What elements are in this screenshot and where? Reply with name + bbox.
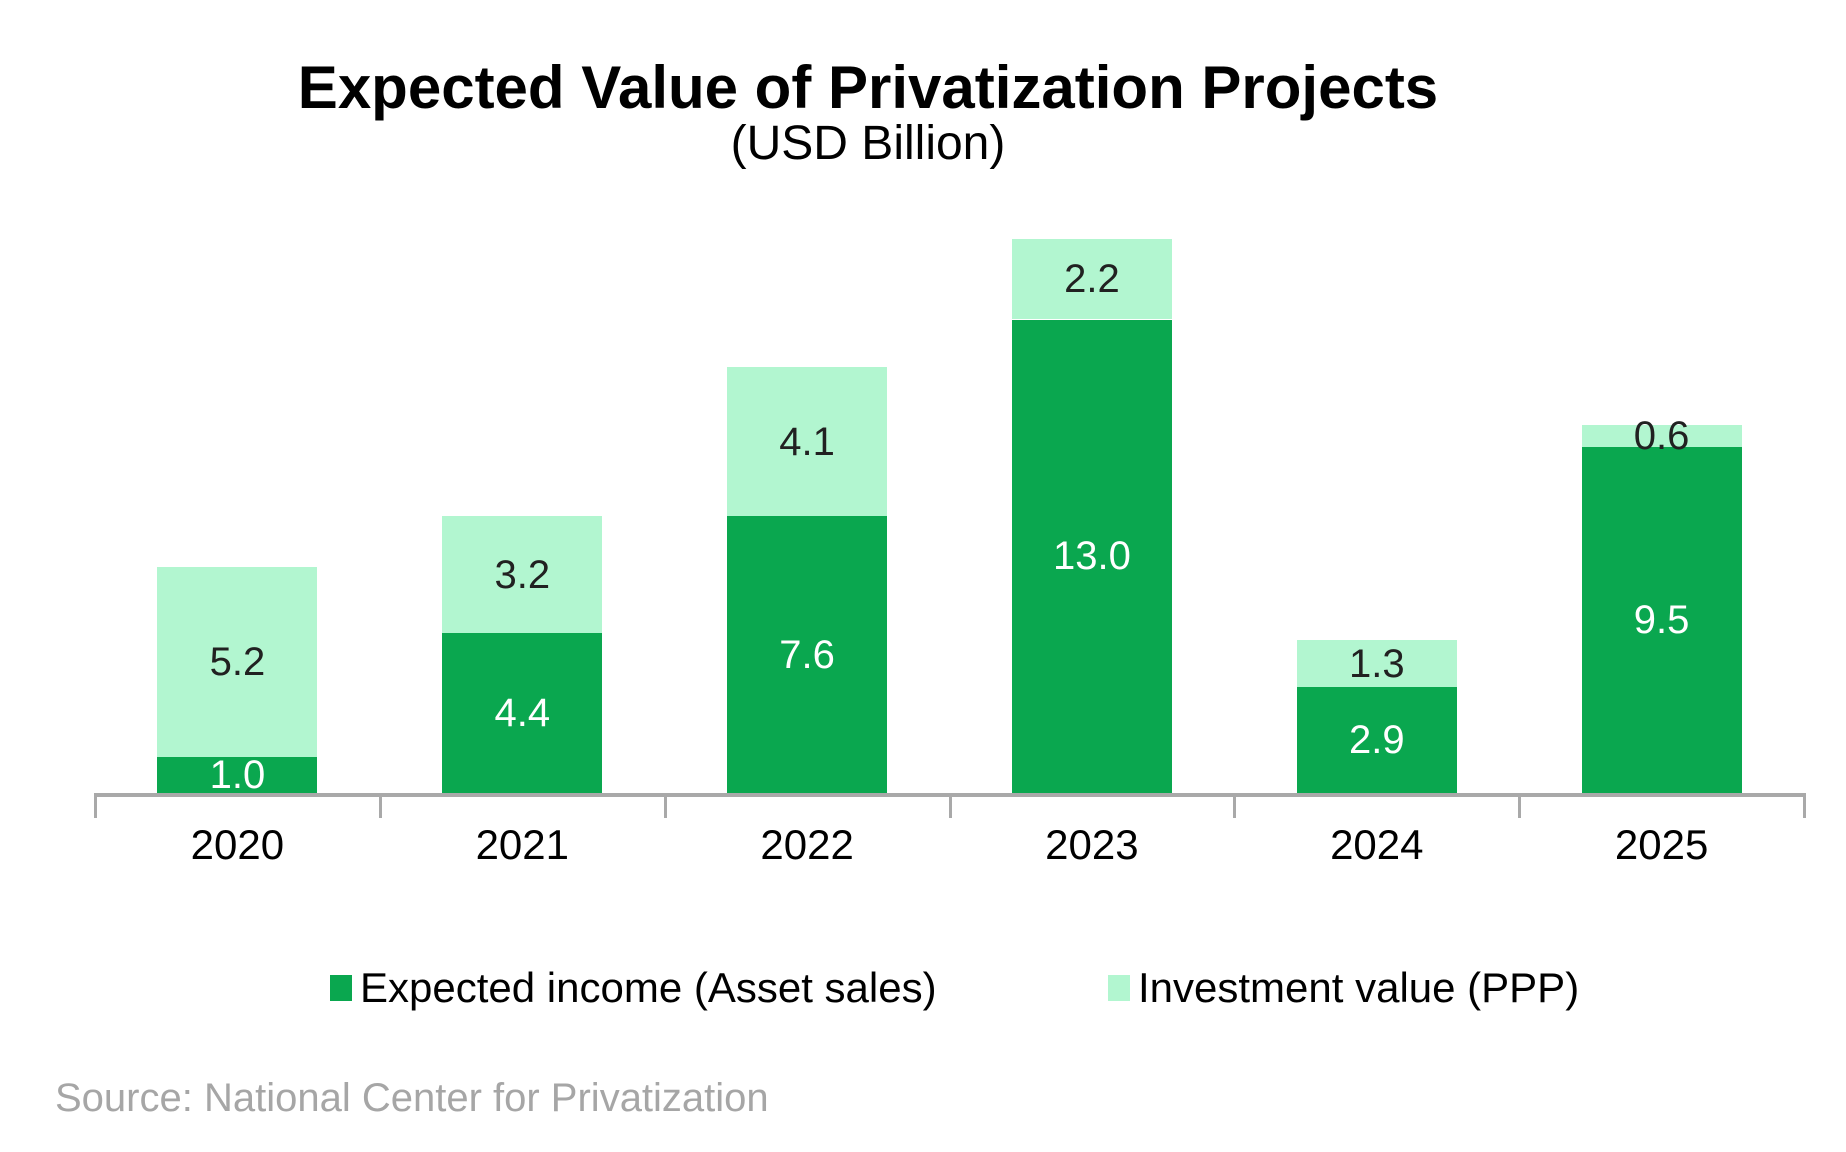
value-label-ppp-2020: 5.2	[209, 639, 266, 684]
x-tick-label-2021: 2021	[475, 821, 570, 868]
value-label-income-2021: 4.4	[494, 690, 551, 735]
bar-segment-ppp-2020	[157, 567, 318, 757]
bar-segment-income-2022	[727, 516, 888, 793]
value-label-ppp-2025: 0.6	[1633, 414, 1690, 458]
bar-segment-ppp-2023	[1011, 239, 1172, 320]
chart-subtitle: (USD Billion)	[730, 117, 1006, 170]
value-label-income-2022: 7.6	[779, 632, 835, 677]
plot-area: 1.0 5.2 2020 4.4 3.2 2021 7.6 4.1 2022 13.0 2.2 202…	[94, 239, 1806, 868]
value-label-ppp-2021: 3.2	[494, 552, 551, 597]
value-label-income-2024: 2.9	[1348, 718, 1405, 763]
value-label-ppp-2023: 2.2	[1064, 257, 1120, 302]
x-tick-label-2022: 2022	[760, 821, 854, 868]
x-axis-tick	[378, 793, 382, 818]
x-tick-label-2023: 2023	[1045, 821, 1139, 868]
value-label-income-2020: 1.0	[209, 752, 266, 797]
value-label-income-2023: 13.0	[1052, 534, 1131, 579]
legend-label-investment-value: Investment value (PPP)	[1138, 964, 1580, 1011]
legend-swatch-expected-income	[330, 975, 352, 1001]
x-axis-tick	[948, 793, 952, 818]
source-note: Source: National Center for Privatizatio…	[55, 1076, 769, 1120]
bar-segment-income-2024	[1296, 687, 1457, 793]
value-label-income-2025: 9.5	[1633, 598, 1690, 642]
bar-segment-ppp-2021	[442, 516, 603, 633]
legend-item-expected-income: Expected income (Asset sales)	[330, 962, 937, 1014]
x-tick-label-2025: 2025	[1614, 821, 1709, 868]
bar-segment-income-2025	[1581, 447, 1742, 793]
value-label-ppp-2024: 1.3	[1348, 641, 1405, 686]
legend-swatch-investment-value	[1108, 975, 1130, 1001]
bar-segment-ppp-2025	[1581, 425, 1742, 447]
bar-segment-income-2020	[157, 756, 318, 793]
bar-segment-ppp-2022	[727, 366, 888, 517]
bar-segment-ppp-2024	[1296, 640, 1457, 688]
legend-label-expected-income: Expected income (Asset sales)	[360, 964, 937, 1011]
value-label-ppp-2022: 4.1	[779, 419, 835, 464]
x-tick-label-2020: 2020	[190, 821, 285, 868]
bar-segment-income-2023	[1011, 319, 1172, 793]
chart-title: Expected Value of Privatization Projects	[297, 54, 1439, 121]
x-axis-tick	[94, 793, 97, 818]
legend-item-investment-value: Investment value (PPP)	[1108, 962, 1579, 1014]
x-axis-tick	[1233, 793, 1237, 818]
bar-segment-income-2021	[442, 632, 603, 793]
x-axis-tick	[1803, 793, 1806, 818]
x-tick-label-2024: 2024	[1330, 821, 1424, 868]
x-axis-tick	[1518, 793, 1522, 818]
x-axis-tick	[663, 793, 667, 818]
